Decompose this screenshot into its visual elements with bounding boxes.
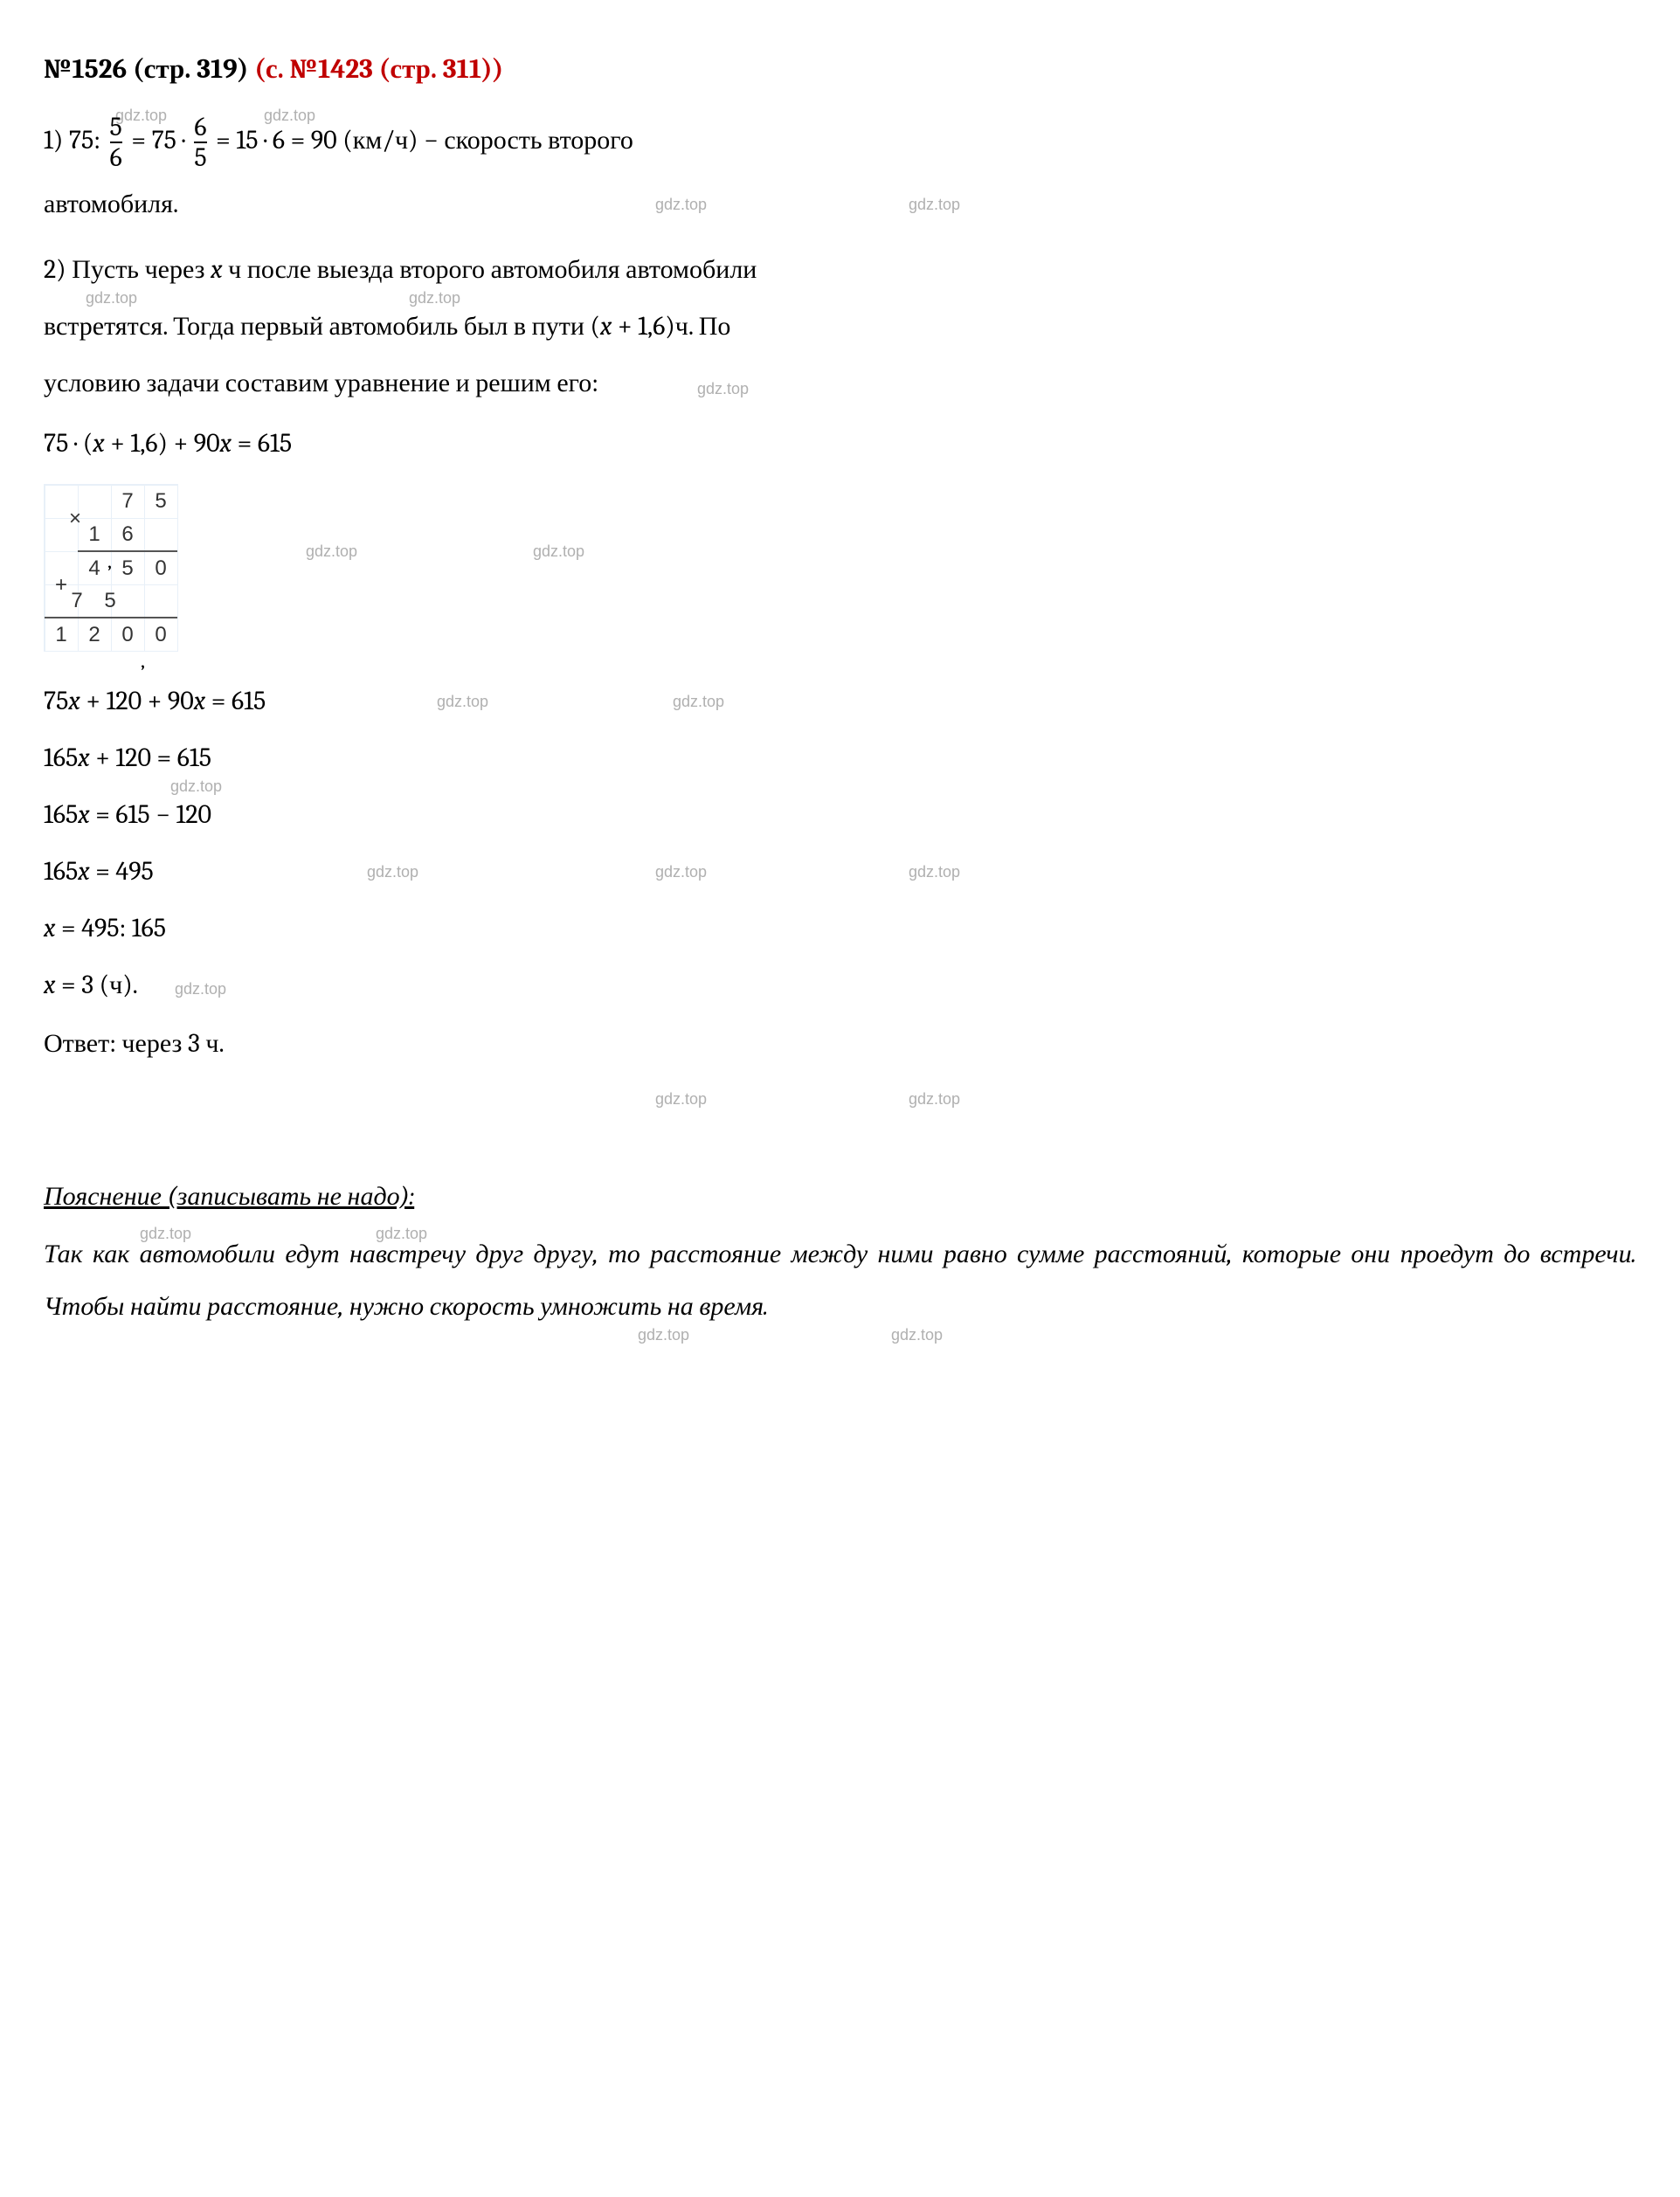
frac-num: 6 — [194, 113, 206, 142]
answer-text: Ответ: через 3 ч. — [44, 1028, 225, 1059]
multiplication-table: 7 5 × 1 , 6 4 5 0 + 7 5 1 2 0 , 0 — [44, 484, 178, 652]
calc-cell: 5 — [144, 485, 177, 518]
eq5-text: 165x = 495 — [44, 856, 154, 887]
watermark: gdz.top — [367, 857, 418, 887]
step1-line2: автомобиля. gdz.top gdz.top — [44, 179, 1636, 229]
watermark: gdz.top — [306, 536, 357, 566]
frac-den: 6 — [110, 142, 122, 172]
spacer: gdz.top gdz.top — [44, 1075, 1636, 1119]
calc-cell: 0 — [111, 617, 144, 652]
fraction-5-6: 56 — [110, 113, 122, 172]
watermark: gdz.top — [175, 974, 226, 1004]
title-red-close: ) — [493, 53, 504, 85]
calc-cell: 5 — [93, 584, 127, 618]
equation-2: 75x + 120 + 90x = 615 gdz.top gdz.top — [44, 676, 1636, 726]
equation-5: 165x = 495 gdz.top gdz.top gdz.top — [44, 846, 1636, 896]
watermark: gdz.top — [909, 857, 960, 887]
step2-p2b: + 1,6)ч. По — [612, 311, 730, 342]
eq3-text: 165x + 120 = 615 — [44, 743, 211, 773]
explanation-header: Пояснение (записывать не надо): — [44, 1171, 1636, 1221]
explain-body-text: Так как автомобили едут навстречу друг д… — [44, 1239, 1636, 1322]
frac-den: 5 — [194, 142, 206, 172]
calc-row-1: × 1 , 6 — [45, 518, 177, 551]
calc-cell: 1 — [45, 617, 78, 652]
explain-header-text: Пояснение (записывать не надо): — [44, 1181, 414, 1212]
equation-4: 165x = 615 − 120 — [44, 790, 1636, 839]
step1-mid2: = 15 · 6 = 90 (км/ч) − скорость второго — [211, 125, 633, 155]
var-x: x — [600, 311, 612, 342]
calc-cell — [144, 584, 177, 618]
equation-3: 165x + 120 = 615 gdz.top — [44, 733, 1636, 783]
watermark: gdz.top — [638, 1319, 689, 1351]
calc-cell: 5 — [111, 550, 144, 585]
var-x: x — [211, 254, 222, 285]
step1-line2-text: автомобиля. — [44, 189, 178, 219]
step1-mid1: = 75 · — [126, 125, 191, 155]
problem-title: №1526 (стр. 319) (с. №1423 (стр. 311)) — [44, 44, 1636, 95]
title-black: №1526 (стр. 319) — [44, 53, 254, 85]
calc-cell: 6 — [111, 518, 144, 551]
watermark: gdz.top — [909, 190, 960, 219]
equation-6: x = 495: 165 — [44, 903, 1636, 953]
watermark: gdz.top — [533, 536, 584, 566]
equation-1: 75 · (x + 1,6) + 90x = 615 — [44, 418, 1636, 468]
calc-cell: 4 — [78, 550, 111, 585]
watermark: gdz.top — [655, 857, 707, 887]
step2-line2: встретятся. Тогда первый автомобиль был … — [44, 301, 1636, 351]
watermark: gdz.top — [655, 190, 707, 219]
step2-p2a: встретятся. Тогда первый автомобиль был … — [44, 311, 600, 342]
calc-cell: 7 — [60, 584, 93, 618]
watermark: gdz.top — [655, 1084, 707, 1114]
watermark: gdz.top — [437, 687, 488, 716]
step2-line3: условию задачи составим уравнение и реши… — [44, 358, 1636, 408]
calc-cell: 2 — [78, 617, 111, 652]
calc-cell: 0 — [144, 550, 177, 585]
step2-p1a: 2) Пусть через — [44, 254, 211, 285]
watermark: gdz.top — [697, 374, 749, 404]
calc-cell: 0 — [144, 617, 177, 652]
frac-num: 5 — [110, 113, 122, 142]
calc-cell: 7 — [111, 485, 144, 518]
step2-line1: 2) Пусть через x ч после выезда второго … — [44, 245, 1636, 294]
calc-row-4: 1 2 0 , 0 — [45, 618, 177, 651]
watermark: gdz.top — [891, 1319, 943, 1351]
step2-p3: условию задачи составим уравнение и реши… — [44, 368, 598, 398]
step1-prefix: 1) 75: — [44, 125, 107, 155]
eq2-text: 75x + 120 + 90x = 615 — [44, 686, 266, 716]
title-red: (с. №1423 (стр. 311) — [254, 53, 492, 85]
step2-p1b: ч после выезда второго автомобиля автомо… — [223, 254, 757, 285]
calc-cell: 1 — [78, 518, 111, 551]
watermark: gdz.top — [909, 1084, 960, 1114]
step1-line1: gdz.top gdz.top 1) 75: 56 = 75 · 65 = 15… — [44, 113, 1636, 172]
equation-7: x = 3 (ч). gdz.top — [44, 960, 1636, 1010]
eq1-text: 75 · (x + 1,6) + 90x = 615 — [44, 428, 292, 459]
eq7-text: x = 3 (ч). — [44, 970, 138, 1000]
calc-row-3: + 7 5 — [45, 584, 177, 618]
calc-row-0: 7 5 — [45, 485, 177, 518]
eq4-text: 165x = 615 − 120 — [44, 799, 211, 830]
answer-line: Ответ: через 3 ч. — [44, 1019, 1636, 1068]
explanation-body: gdz.top gdz.top gdz.top gdz.top Так как … — [44, 1228, 1636, 1333]
watermark: gdz.top — [673, 687, 724, 716]
calc-block: 7 5 × 1 , 6 4 5 0 + 7 5 1 2 0 , 0 — [44, 475, 1636, 660]
eq6-text: x = 495: 165 — [44, 913, 166, 943]
fraction-6-5: 65 — [194, 113, 206, 172]
